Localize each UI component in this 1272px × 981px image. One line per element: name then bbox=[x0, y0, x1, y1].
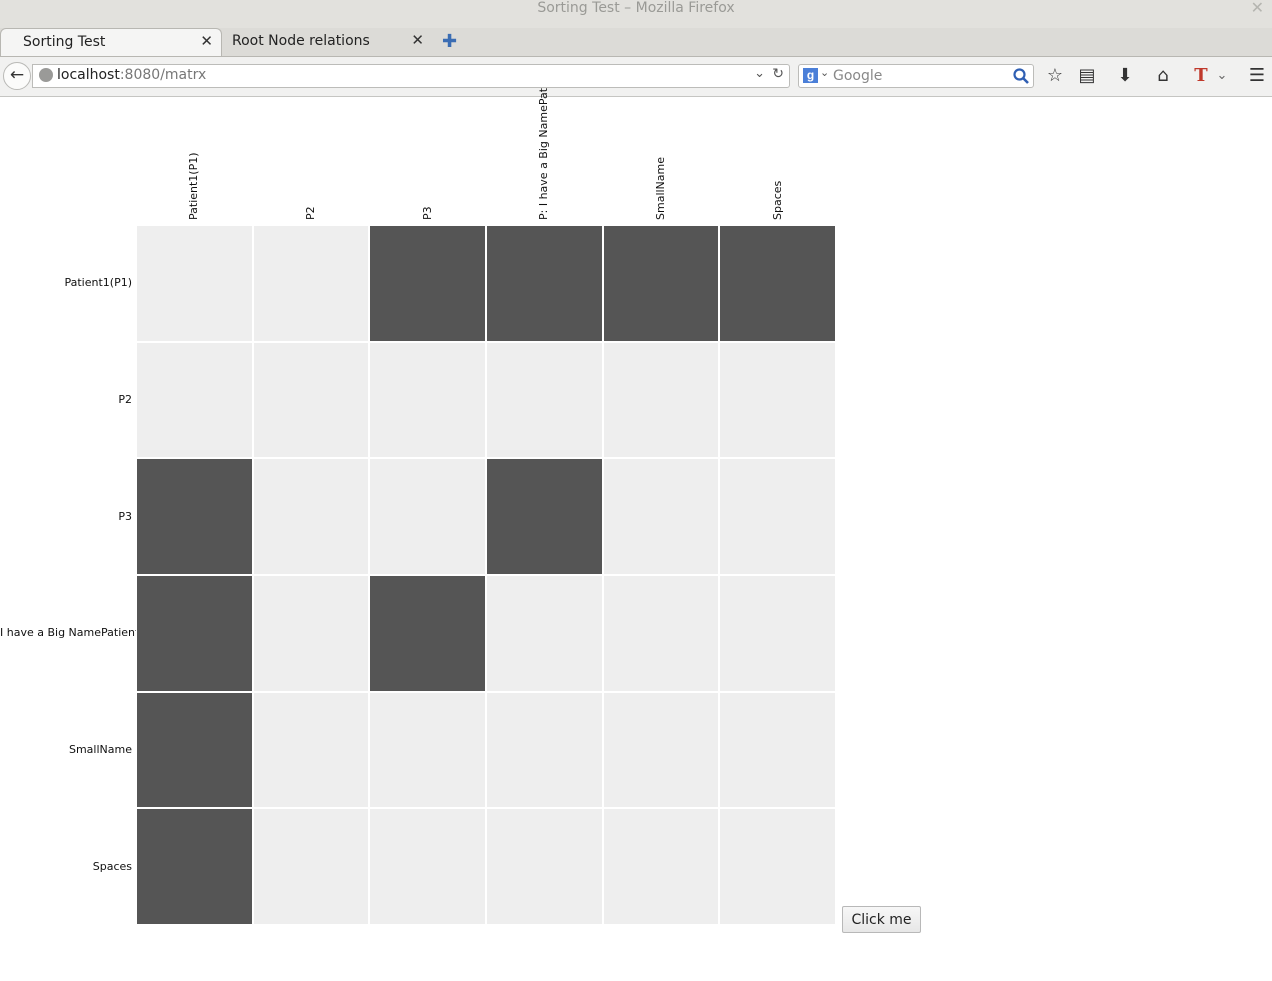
matrix-cell bbox=[252, 808, 370, 925]
matrix-cell bbox=[486, 341, 603, 459]
matrix-column-label: P: I have a Big NamePat bbox=[537, 87, 551, 220]
matrix-cell bbox=[486, 575, 603, 692]
chevron-down-icon[interactable]: ⌄ bbox=[820, 66, 830, 79]
reading-list-icon[interactable]: ▤ bbox=[1078, 65, 1096, 86]
matrix-column-label: P3 bbox=[420, 206, 434, 220]
matrix-cell bbox=[486, 458, 603, 575]
matrix-cell bbox=[369, 458, 486, 575]
matrix-row-label: I have a Big NamePatient bbox=[0, 626, 140, 640]
tab-sorting-test[interactable]: Sorting Test ✕ bbox=[0, 28, 222, 56]
matrix-row-label: Spaces bbox=[92, 859, 132, 873]
matrix-cell bbox=[602, 808, 720, 925]
tab-close-icon[interactable]: ✕ bbox=[200, 32, 213, 50]
matrix-cell bbox=[369, 691, 486, 809]
matrix-cell bbox=[602, 225, 720, 342]
matrix-cell bbox=[369, 575, 486, 692]
tab-label: Root Node relations bbox=[232, 33, 370, 49]
matrix-cell bbox=[252, 575, 370, 692]
search-icon[interactable] bbox=[1012, 67, 1030, 85]
matrix-column-label: P2 bbox=[304, 206, 317, 220]
search-bar[interactable]: g ⌄ bbox=[798, 64, 1034, 88]
window-close-icon[interactable]: ✕ bbox=[1250, 0, 1264, 17]
search-input[interactable] bbox=[833, 67, 1005, 85]
tab-bar: Sorting Test ✕ Root Node relations ✕ ✚ bbox=[0, 28, 1272, 57]
matrix-cell bbox=[719, 808, 836, 925]
matrix-cell bbox=[369, 341, 486, 459]
matrix-cell bbox=[719, 575, 836, 692]
navigation-toolbar: ← localhost:8080/matrx ⌄ ↻ g ⌄ ☆ ▤ ⬇ ⌂ T… bbox=[0, 57, 1272, 97]
matrix-cell bbox=[252, 341, 370, 459]
matrix-column-label: Spaces bbox=[770, 180, 784, 220]
click-me-button[interactable]: Click me bbox=[842, 906, 921, 933]
tab-root-node-relations[interactable]: Root Node relations ✕ bbox=[220, 28, 434, 56]
url-text[interactable]: localhost:8080/matrx bbox=[57, 67, 206, 83]
adjacency-matrix bbox=[136, 225, 836, 925]
back-arrow-icon[interactable]: ← bbox=[3, 62, 31, 90]
matrix-cell bbox=[486, 225, 603, 342]
matrix-cell bbox=[136, 808, 253, 925]
url-path: :8080/matrx bbox=[119, 67, 207, 83]
matrix-row-label: SmallName bbox=[68, 743, 132, 756]
matrix-row-label: P3 bbox=[118, 509, 132, 523]
matrix-column-label: Patient1(P1) bbox=[187, 152, 201, 220]
url-bar[interactable]: localhost:8080/matrx ⌄ ↻ bbox=[32, 64, 790, 88]
matrix-cell bbox=[486, 808, 603, 925]
matrix-cell bbox=[369, 808, 486, 925]
matrix-cell bbox=[602, 341, 720, 459]
window-title: Sorting Test – Mozilla Firefox bbox=[537, 0, 735, 16]
new-tab-plus-icon[interactable]: ✚ bbox=[442, 31, 458, 52]
matrix-cell bbox=[719, 341, 836, 459]
matrix-cell bbox=[719, 691, 836, 809]
matrix-cell bbox=[602, 575, 720, 692]
url-host: localhost bbox=[57, 67, 120, 83]
matrix-row-label: P2 bbox=[118, 393, 132, 406]
matrix-cell bbox=[136, 225, 253, 342]
matrix-cell bbox=[486, 691, 603, 809]
matrix-cell bbox=[252, 458, 370, 575]
chevron-down-icon[interactable]: ⌄ bbox=[754, 66, 765, 81]
menu-hamburger-icon[interactable]: ☰ bbox=[1248, 65, 1266, 86]
matrix-cell bbox=[252, 691, 370, 809]
globe-icon bbox=[39, 68, 53, 82]
matrix-row-label: Patient1(P1) bbox=[64, 276, 132, 290]
matrix-cell bbox=[136, 458, 253, 575]
matrix-column-label: SmallName bbox=[654, 156, 667, 220]
tab-close-icon[interactable]: ✕ bbox=[411, 31, 424, 49]
matrix-cell bbox=[719, 225, 836, 342]
google-g-icon[interactable]: g bbox=[803, 68, 818, 83]
chevron-down-icon[interactable]: ⌄ bbox=[1216, 68, 1228, 83]
home-icon[interactable]: ⌂ bbox=[1157, 65, 1169, 86]
window-titlebar: Sorting Test – Mozilla Firefox ✕ bbox=[0, 0, 1272, 28]
bookmark-star-icon[interactable]: ☆ bbox=[1046, 65, 1064, 86]
matrix-cell bbox=[136, 341, 253, 459]
matrix-cell bbox=[369, 225, 486, 342]
matrix-cell bbox=[252, 225, 370, 342]
matrix-cell bbox=[719, 458, 836, 575]
download-arrow-icon[interactable]: ⬇ bbox=[1117, 65, 1133, 86]
matrix-cell bbox=[602, 458, 720, 575]
reload-icon[interactable]: ↻ bbox=[772, 66, 784, 82]
matrix-cell bbox=[602, 691, 720, 809]
translate-t-icon[interactable]: T bbox=[1194, 65, 1208, 86]
matrix-cell bbox=[136, 691, 253, 809]
tab-label: Sorting Test bbox=[23, 34, 106, 50]
matrix-cell bbox=[136, 575, 253, 692]
